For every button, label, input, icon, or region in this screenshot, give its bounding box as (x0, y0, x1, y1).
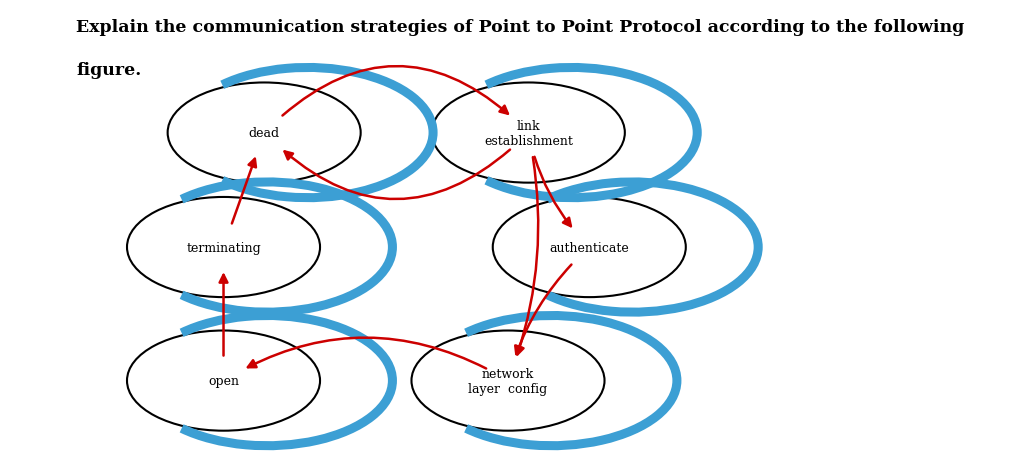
Text: link
establishment: link establishment (484, 119, 573, 147)
Text: figure.: figure. (76, 62, 141, 79)
Text: authenticate: authenticate (550, 241, 629, 254)
Ellipse shape (127, 198, 320, 298)
Ellipse shape (432, 83, 625, 183)
Text: terminating: terminating (186, 241, 261, 254)
Text: open: open (208, 374, 239, 387)
Text: Explain the communication strategies of Point to Point Protocol according to the: Explain the communication strategies of … (76, 19, 964, 36)
Ellipse shape (168, 83, 361, 183)
Text: dead: dead (249, 127, 279, 140)
Ellipse shape (127, 331, 320, 431)
Ellipse shape (411, 331, 605, 431)
Ellipse shape (493, 198, 686, 298)
Text: network
layer  config: network layer config (468, 367, 548, 395)
